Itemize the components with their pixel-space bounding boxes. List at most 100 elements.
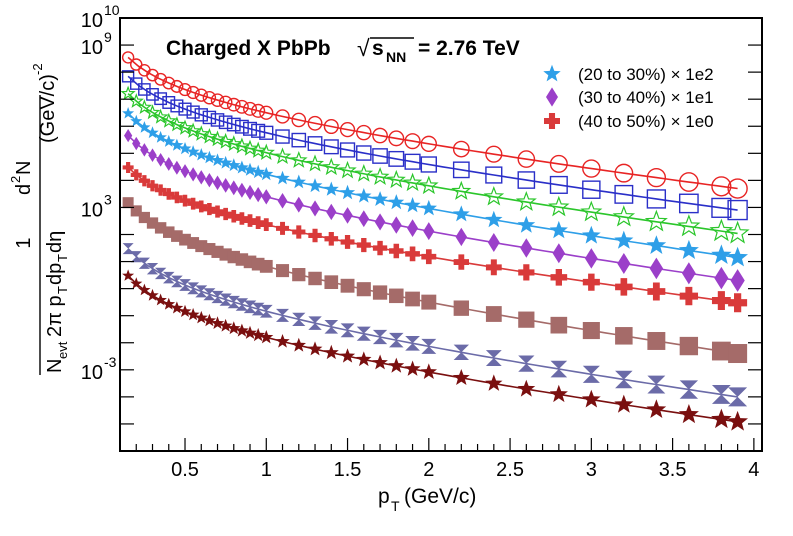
data-point — [251, 103, 266, 118]
data-point — [483, 185, 505, 206]
x-label-p: p — [378, 485, 390, 508]
data-point — [194, 148, 208, 161]
data-point — [233, 137, 251, 154]
data-point — [728, 344, 748, 364]
data-point — [171, 191, 183, 204]
data-point — [418, 175, 439, 195]
data-point — [241, 139, 259, 156]
fit-line-7 — [127, 202, 738, 355]
data-point — [170, 301, 184, 314]
data-point — [615, 370, 633, 389]
data-point — [235, 160, 249, 174]
data-point — [308, 228, 322, 243]
data-point — [243, 162, 257, 176]
data-point — [580, 200, 603, 222]
data-point — [451, 180, 472, 200]
data-point — [518, 355, 535, 372]
data-point — [730, 269, 745, 292]
data-point — [421, 294, 437, 310]
data-point — [146, 263, 159, 275]
data-point — [420, 135, 437, 153]
data-point — [253, 187, 263, 203]
data-point — [614, 184, 634, 204]
x-ticks: 0.5 1 1.5 2 2.5 3 3.5 4 — [119, 438, 759, 481]
data-point — [226, 117, 241, 132]
y-label-2: 2 — [8, 176, 23, 183]
data-point — [372, 127, 388, 144]
data-point — [390, 216, 402, 234]
data-point — [122, 107, 135, 119]
data-point — [275, 170, 290, 185]
data-point — [291, 132, 307, 148]
data-point — [647, 375, 666, 394]
data-point — [234, 99, 249, 114]
series-layer — [120, 51, 750, 431]
data-point — [289, 151, 308, 168]
data-point — [275, 109, 290, 124]
data-point — [124, 129, 133, 143]
data-point — [154, 267, 167, 280]
data-point — [234, 119, 249, 134]
data-point — [219, 207, 232, 221]
data-point — [678, 193, 699, 214]
y-tick-label-exponent: 10 — [104, 2, 120, 18]
data-point — [210, 316, 225, 329]
data-point — [188, 167, 198, 182]
data-point — [146, 126, 159, 139]
data-point — [307, 115, 323, 131]
data-point — [324, 319, 339, 334]
data-point — [218, 115, 233, 130]
x-tick-label: 3.5 — [659, 459, 687, 481]
legend-marker — [546, 87, 558, 107]
y-label-T2: T — [55, 254, 70, 262]
data-point — [180, 164, 190, 179]
data-point — [259, 166, 274, 181]
data-point — [293, 196, 304, 213]
data-point — [354, 163, 374, 182]
data-point — [227, 158, 241, 172]
data-point — [612, 205, 636, 227]
data-point — [374, 213, 386, 231]
data-point — [518, 264, 535, 281]
data-point — [324, 231, 339, 246]
data-point — [389, 332, 404, 348]
data-point — [356, 188, 372, 203]
data-point — [549, 220, 568, 239]
y-axis-label: 1 N evt 2π p T dp T dη d 2 N (GeV/c) -2 — [8, 63, 70, 375]
data-point — [679, 336, 699, 356]
data-point — [356, 145, 372, 161]
series-9 — [122, 269, 748, 431]
data-point — [548, 195, 570, 217]
data-point — [195, 240, 208, 253]
data-point — [148, 148, 157, 162]
data-point — [275, 334, 290, 348]
data-point — [221, 178, 231, 193]
data-point — [582, 273, 600, 291]
data-point — [614, 230, 634, 249]
data-point — [487, 233, 500, 253]
series-4 — [122, 107, 748, 267]
data-point — [291, 112, 307, 128]
data-point — [711, 197, 732, 218]
data-point — [340, 348, 356, 363]
x-label-sub: T — [391, 498, 400, 514]
fit-line-2 — [127, 75, 738, 211]
data-point — [210, 113, 225, 127]
y-tick-label: 10 — [81, 362, 103, 384]
data-point — [212, 175, 223, 191]
data-point — [681, 262, 696, 285]
data-point — [307, 341, 323, 356]
series-8 — [122, 243, 748, 407]
data-point — [186, 85, 200, 100]
data-point — [727, 178, 748, 199]
data-point — [420, 156, 437, 173]
data-point — [243, 214, 257, 227]
data-point — [146, 180, 159, 192]
data-point — [678, 404, 699, 424]
series-2 — [121, 70, 748, 221]
legend-marker-cross — [544, 113, 560, 129]
data-point — [138, 211, 150, 224]
data-point — [186, 145, 200, 158]
y-ticks: 10 -310 310 910 10 — [81, 2, 762, 452]
